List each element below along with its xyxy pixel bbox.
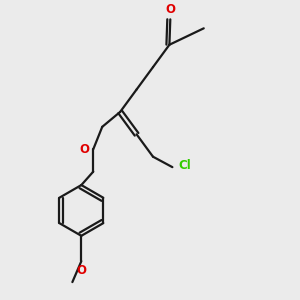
Text: O: O (76, 264, 86, 277)
Text: O: O (80, 143, 90, 156)
Text: Cl: Cl (178, 159, 191, 172)
Text: O: O (165, 3, 175, 16)
